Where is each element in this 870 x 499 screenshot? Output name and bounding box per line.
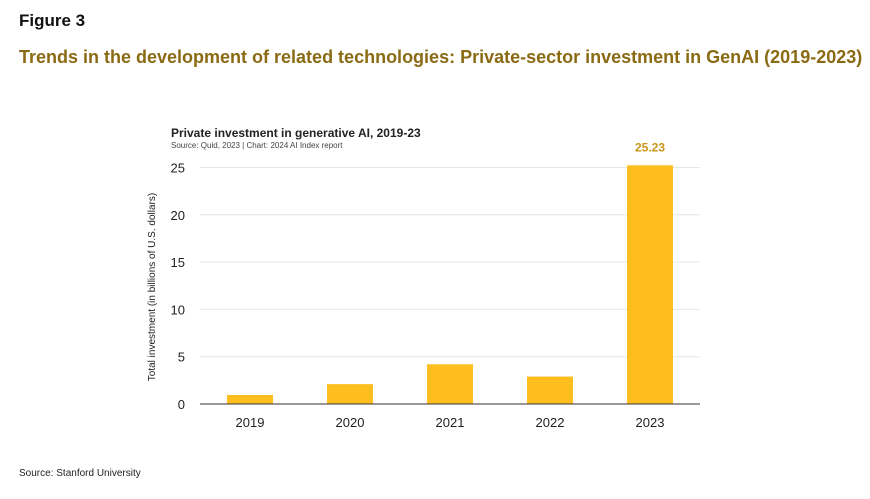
y-tick-label-25: 25	[171, 160, 185, 175]
data-labels: 25.23	[635, 140, 665, 154]
bar-2019	[227, 395, 273, 404]
y-axis-title: Total investment (in billions of U.S. do…	[147, 193, 158, 381]
figure-label: Figure 3	[19, 11, 86, 30]
y-tick-labels: 0 5 10 15 20 25	[171, 160, 185, 412]
x-tick-label-2021: 2021	[436, 415, 465, 430]
x-tick-label-2020: 2020	[336, 415, 365, 430]
y-tick-label-10: 10	[171, 302, 185, 317]
bars	[227, 165, 673, 404]
footer-source: Source: Stanford University	[19, 468, 141, 479]
y-tick-label-15: 15	[171, 255, 185, 270]
x-tick-labels: 2019 2020 2021 2022 2023	[236, 415, 665, 430]
bar-2020	[327, 384, 373, 404]
bar-2022	[527, 376, 573, 404]
bar-2021	[427, 364, 473, 404]
x-tick-label-2022: 2022	[536, 415, 565, 430]
y-tick-label-20: 20	[171, 208, 185, 223]
data-label-2023: 25.23	[635, 140, 665, 154]
x-tick-label-2023: 2023	[636, 415, 665, 430]
chart-subtitle: Source: Quid, 2023 | Chart: 2024 AI Inde…	[171, 141, 343, 150]
figure-title: Trends in the development of related tec…	[19, 47, 863, 67]
bar-2023	[627, 165, 673, 404]
y-tick-label-0: 0	[178, 397, 185, 412]
x-tick-label-2019: 2019	[236, 415, 265, 430]
gridlines	[200, 166, 700, 358]
chart-title: Private investment in generative AI, 201…	[171, 126, 421, 140]
y-tick-label-5: 5	[178, 350, 185, 365]
